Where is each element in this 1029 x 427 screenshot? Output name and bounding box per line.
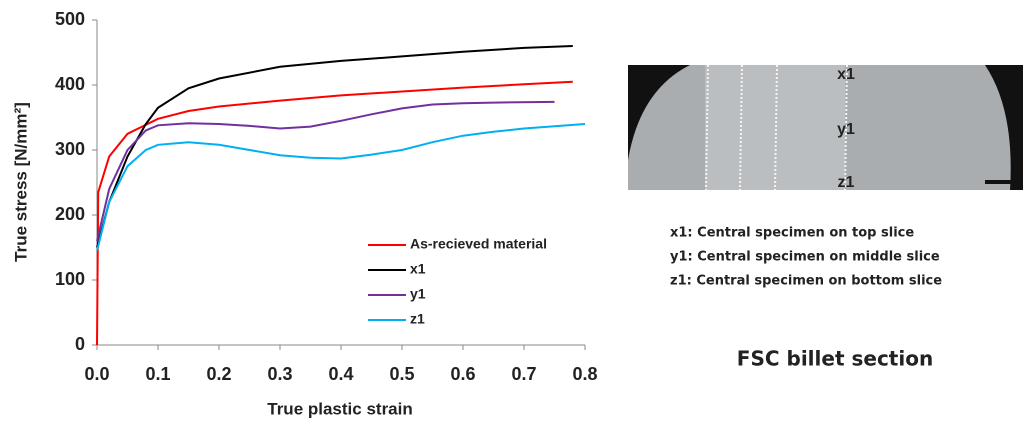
figure: x1 y1 z1 x1: Central specimen on top sli… <box>0 0 1029 427</box>
caption: y1: Central specimen on middle slice <box>670 250 940 265</box>
legend-label: y1 <box>410 286 426 302</box>
legend-label: As-recieved material <box>410 236 547 252</box>
x-tick-label: 0.7 <box>511 364 536 384</box>
photo-label: z1 <box>838 174 855 191</box>
x-tick-label: 0.2 <box>206 364 231 384</box>
y-tick-label: 200 <box>55 204 85 224</box>
chart: True plastic strain True stress [N/mm²] … <box>11 9 597 419</box>
x-axis-title: True plastic strain <box>267 399 413 418</box>
legend-label: x1 <box>410 261 426 277</box>
photo-label: x1 <box>837 66 855 83</box>
photo-slice <box>705 65 845 190</box>
caption: x1: Central specimen on top slice <box>670 226 914 241</box>
series-line <box>97 124 585 251</box>
y-tick-label: 0 <box>75 334 85 354</box>
photo-label: y1 <box>837 121 855 138</box>
x-tick-label: 0.4 <box>328 364 353 384</box>
x-tick-label: 0.5 <box>389 364 414 384</box>
y-tick-label: 500 <box>55 9 85 29</box>
series-line <box>97 46 573 248</box>
y-axis-title: True stress [N/mm²] <box>11 102 30 262</box>
x-tick-label: 0.8 <box>572 364 597 384</box>
y-tick-label: 400 <box>55 74 85 94</box>
section-title: FSC billet section <box>737 347 933 371</box>
series-line <box>97 102 555 241</box>
y-tick-label: 100 <box>55 269 85 289</box>
x-tick-label: 0.3 <box>267 364 292 384</box>
x-tick-label: 0.0 <box>84 364 109 384</box>
y-tick-label: 300 <box>55 139 85 159</box>
billet-photo: x1 y1 z1 <box>628 65 1023 191</box>
x-tick-label: 0.1 <box>145 364 170 384</box>
caption: z1: Central specimen on bottom slice <box>670 274 942 289</box>
x-tick-label: 0.6 <box>450 364 475 384</box>
legend-label: z1 <box>410 311 425 327</box>
scale-bar <box>985 180 1015 184</box>
